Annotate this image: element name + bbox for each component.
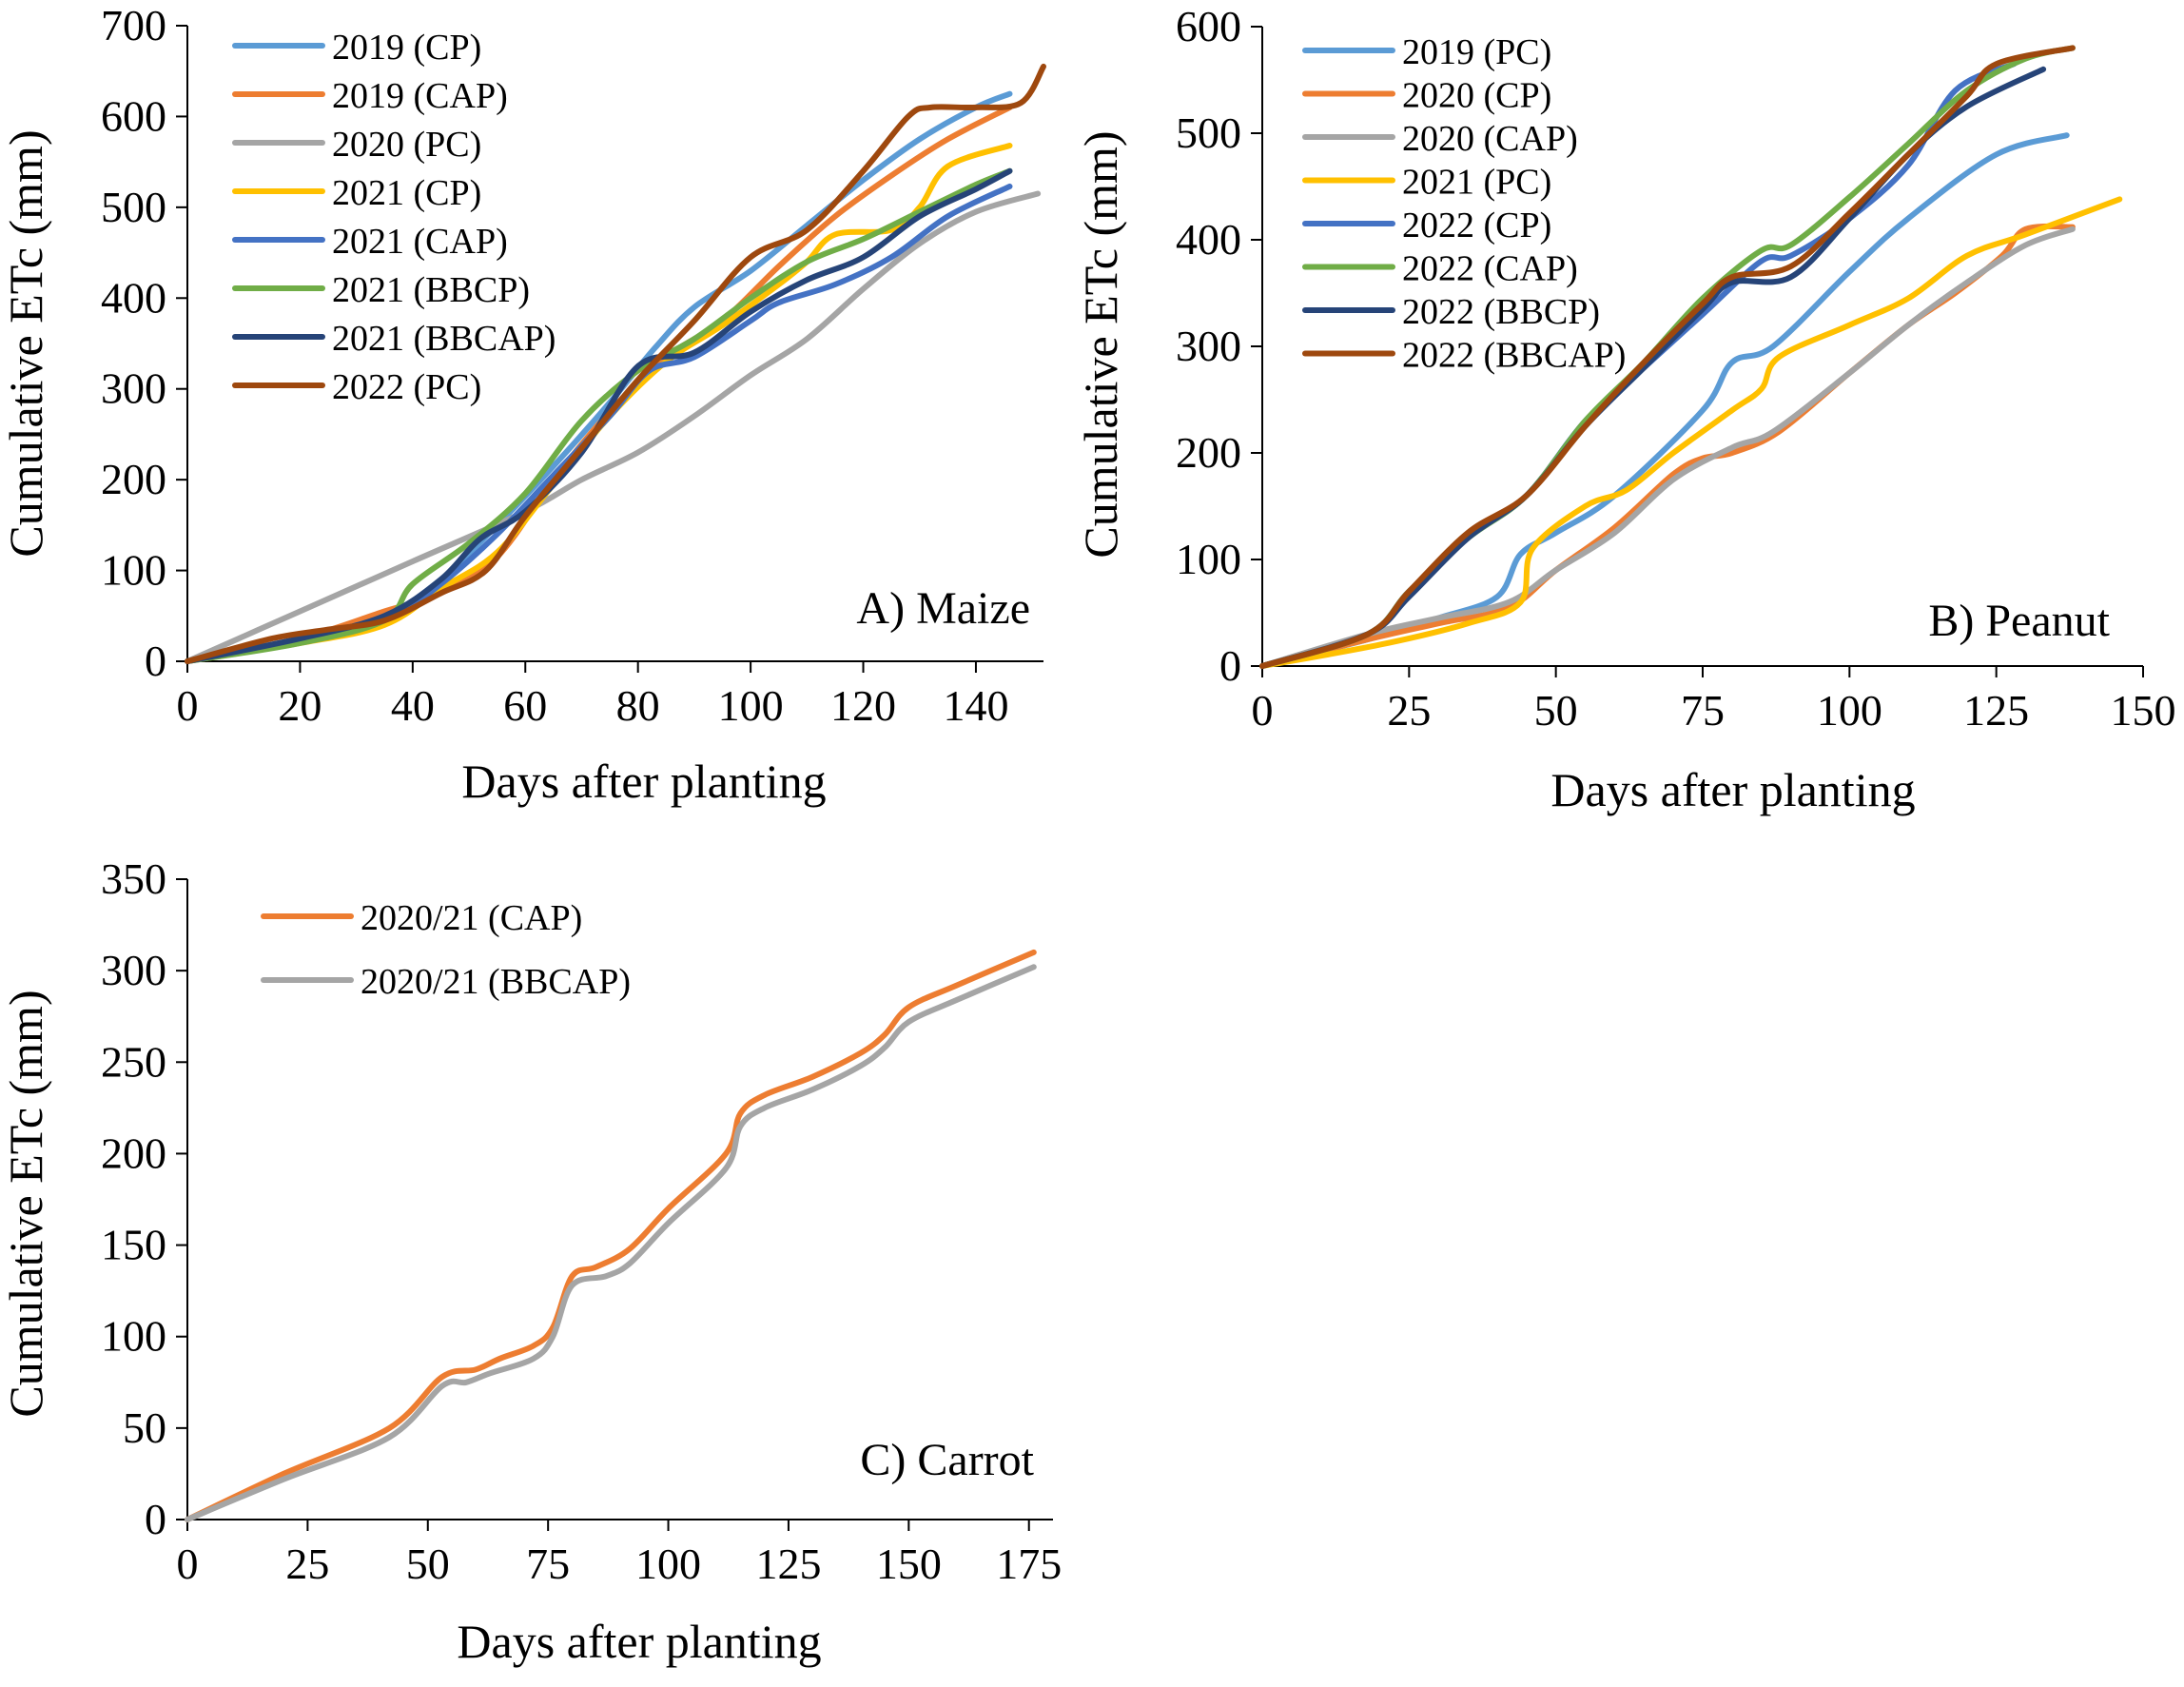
x-tick-label: 150 xyxy=(2111,686,2176,735)
legend-label-2020-cp: 2020 (CP) xyxy=(1402,76,1551,116)
legend-label-2021-cp: 2021 (CP) xyxy=(332,173,481,213)
series-line-2021-pc xyxy=(1259,196,2123,669)
x-tick-label: 100 xyxy=(718,681,784,730)
x-tick-label: 75 xyxy=(1681,686,1725,735)
y-tick-label: 300 xyxy=(1176,322,1241,370)
y-tick-label: 50 xyxy=(123,1403,166,1452)
x-tick-label: 60 xyxy=(503,681,547,730)
y-tick-label: 100 xyxy=(1176,535,1241,583)
y-tick-label: 150 xyxy=(101,1221,166,1269)
x-tick-label: 75 xyxy=(526,1540,570,1588)
legend-label-2020-21-bbcap: 2020/21 (BBCAP) xyxy=(361,962,631,1002)
x-tick-label: 20 xyxy=(278,681,322,730)
y-tick-label: 0 xyxy=(1219,641,1241,690)
panel-title: B) Peanut xyxy=(1928,596,2110,646)
y-tick-label: 0 xyxy=(145,637,166,685)
y-tick-label: 500 xyxy=(101,183,166,231)
legend-label-2021-pc: 2021 (PC) xyxy=(1402,163,1551,203)
y-tick-label: 200 xyxy=(101,1128,166,1177)
y-tick-label: 200 xyxy=(101,455,166,503)
series-group xyxy=(1259,45,2123,669)
x-tick-label: 175 xyxy=(996,1540,1062,1588)
legend-label-2022-cp: 2022 (CP) xyxy=(1402,206,1551,245)
y-tick-label: 0 xyxy=(145,1495,166,1543)
x-tick-label: 80 xyxy=(616,681,660,730)
series-line-2022-bbcp xyxy=(1259,66,2047,669)
y-tick-label: 350 xyxy=(101,854,166,903)
x-tick-label: 150 xyxy=(876,1540,942,1588)
panel-title: C) Carrot xyxy=(860,1435,1034,1485)
y-tick-label: 250 xyxy=(101,1037,166,1086)
x-tick-label: 25 xyxy=(285,1540,329,1588)
y-tick-label: 100 xyxy=(101,1312,166,1361)
x-tick-label: 120 xyxy=(830,681,896,730)
series-group xyxy=(185,63,1046,664)
y-tick-label: 600 xyxy=(1176,2,1241,50)
legend: 2020/21 (CAP) 2020/21 (BBCAP) xyxy=(261,898,631,1002)
legend-label-2019-cp: 2019 (CP) xyxy=(332,28,481,68)
legend-label-2020-cap: 2020 (CAP) xyxy=(1402,119,1578,159)
legend: 2019 (CP) 2019 (CAP) 2020 (PC) 2021 (CP) 202… xyxy=(232,28,556,407)
x-axis-title: Days after planting xyxy=(1550,763,1915,816)
y-tick-label: 500 xyxy=(1176,108,1241,157)
series-line-2020-pc xyxy=(185,190,1042,664)
y-tick-label: 200 xyxy=(1176,428,1241,477)
x-axis-title: Days after planting xyxy=(461,755,826,808)
series-line-2019-pc xyxy=(1259,132,2070,669)
x-tick-label: 0 xyxy=(1252,686,1274,735)
y-tick-label: 300 xyxy=(101,946,166,994)
series-line-2022-pc xyxy=(185,63,1046,664)
x-tick-label: 100 xyxy=(1817,686,1882,735)
x-tick-label: 100 xyxy=(635,1540,701,1588)
y-axis-title: Cumulative ETc (mm) xyxy=(0,129,52,557)
x-tick-label: 125 xyxy=(755,1540,821,1588)
legend-label-2020-pc: 2020 (PC) xyxy=(332,125,481,165)
y-tick-label: 400 xyxy=(101,273,166,322)
legend-label-2020-21-cap: 2020/21 (CAP) xyxy=(361,898,582,938)
x-axis-title: Days after planting xyxy=(457,1615,821,1668)
x-tick-label: 50 xyxy=(406,1540,450,1588)
y-tick-label: 600 xyxy=(101,91,166,140)
series-line-2020-21-cap xyxy=(185,949,1037,1522)
series-group xyxy=(185,949,1037,1522)
legend-label-2022-cap: 2022 (CAP) xyxy=(1402,249,1578,289)
legend-label-2022-bbcp: 2022 (BBCP) xyxy=(1402,292,1600,332)
legend-label-2021-bbcp: 2021 (BBCP) xyxy=(332,270,530,310)
x-tick-label: 50 xyxy=(1534,686,1578,735)
panel-title: A) Maize xyxy=(856,583,1030,634)
legend-label-2021-bbcap: 2021 (BBCAP) xyxy=(332,319,556,359)
series-line-2022-bbcap xyxy=(1259,45,2076,669)
y-axis-title: Cumulative ETc (mm) xyxy=(0,990,52,1417)
legend: 2019 (PC)2020 (CP)2020 (CAP)2021 (PC)202… xyxy=(1302,32,1626,376)
series-line-2020-21-bbcap xyxy=(185,964,1037,1522)
chart-panel-c-carrot: 0 50 100 150 200 250 300 350 0 25 50 75 100 125 150 175… xyxy=(0,854,1062,1668)
legend-label-2019-cap: 2019 (CAP) xyxy=(332,76,508,116)
y-tick-label: 700 xyxy=(101,1,166,49)
legend-label-2022-bbcap: 2022 (BBCAP) xyxy=(1402,336,1626,376)
legend-label-2019-pc: 2019 (PC) xyxy=(1402,32,1551,72)
legend-label-2021-cap: 2021 (CAP) xyxy=(332,222,508,262)
legend-label-2022-pc: 2022 (PC) xyxy=(332,367,481,407)
x-tick-label: 25 xyxy=(1387,686,1431,735)
y-tick-label: 100 xyxy=(101,546,166,595)
series-line-2020-cap xyxy=(1259,226,2076,669)
x-tick-label: 125 xyxy=(1963,686,2029,735)
y-tick-label: 400 xyxy=(1176,215,1241,264)
x-tick-label: 0 xyxy=(177,1540,199,1588)
x-tick-label: 0 xyxy=(177,681,199,730)
chart-panel-b-peanut: 0 100 200 300 400 500 600 0 25 50 75 100 125 150 Days … xyxy=(1074,2,2176,816)
y-tick-label: 300 xyxy=(101,364,166,413)
chart-panel-a-maize: 0 100 200 300 400 500 600 700 0 20 40 60 80 100 120 140… xyxy=(0,1,1046,808)
y-axis-title: Cumulative ETc (mm) xyxy=(1074,130,1127,558)
series-line-2022-cap xyxy=(1259,45,2076,669)
x-tick-label: 140 xyxy=(943,681,1008,730)
series-line-2021-bbcap xyxy=(185,167,1013,664)
x-tick-label: 40 xyxy=(391,681,435,730)
